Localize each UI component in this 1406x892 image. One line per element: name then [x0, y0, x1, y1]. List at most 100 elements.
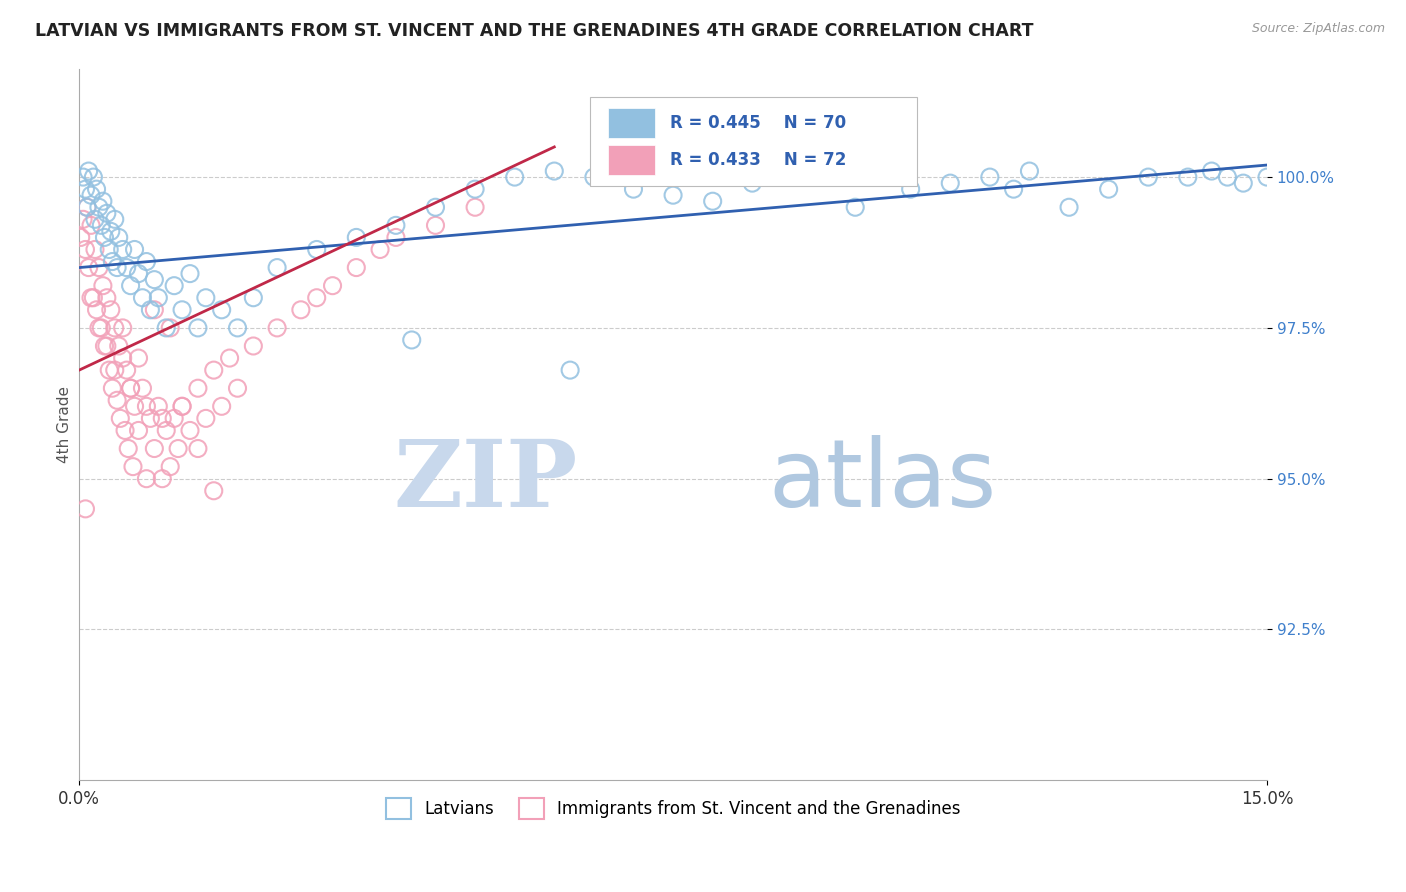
Point	[115, 363, 138, 377]
Point	[124, 243, 146, 257]
Point	[105, 260, 128, 275]
Point	[77, 164, 100, 178]
Point	[503, 170, 526, 185]
Point	[150, 411, 173, 425]
Point	[135, 400, 157, 414]
Point	[91, 278, 114, 293]
Point	[101, 254, 124, 268]
Point	[111, 321, 134, 335]
Point	[105, 393, 128, 408]
Point	[120, 278, 142, 293]
Point	[122, 459, 145, 474]
Point	[558, 363, 581, 377]
Text: R = 0.445    N = 70: R = 0.445 N = 70	[669, 113, 845, 132]
Text: ZIP: ZIP	[394, 436, 578, 526]
Point	[1018, 164, 1040, 178]
Point	[159, 321, 181, 335]
Point	[242, 339, 264, 353]
Point	[543, 164, 565, 178]
Point	[820, 164, 842, 178]
Point	[90, 219, 112, 233]
Point	[1256, 170, 1278, 185]
Point	[98, 363, 121, 377]
Point	[84, 243, 107, 257]
Point	[86, 302, 108, 317]
Point	[305, 243, 328, 257]
Point	[344, 260, 367, 275]
Point	[1057, 200, 1080, 214]
Point	[202, 483, 225, 498]
Point	[266, 260, 288, 275]
Point	[148, 400, 170, 414]
Point	[131, 291, 153, 305]
Point	[111, 351, 134, 365]
Point	[170, 400, 193, 414]
Point	[75, 182, 97, 196]
Point	[170, 302, 193, 317]
Point	[179, 424, 201, 438]
Point	[114, 424, 136, 438]
Point	[76, 200, 98, 214]
Point	[148, 291, 170, 305]
Point	[385, 219, 408, 233]
Point	[135, 254, 157, 268]
Point	[464, 182, 486, 196]
Point	[211, 302, 233, 317]
Point	[1177, 170, 1199, 185]
FancyBboxPatch shape	[607, 145, 655, 176]
Point	[87, 260, 110, 275]
Point	[110, 411, 132, 425]
Point	[104, 212, 127, 227]
Point	[84, 212, 107, 227]
Point	[139, 302, 162, 317]
Point	[170, 400, 193, 414]
Point	[741, 176, 763, 190]
Point	[780, 170, 803, 185]
Point	[1216, 170, 1239, 185]
Text: atlas: atlas	[768, 435, 997, 527]
Point	[844, 200, 866, 214]
Point	[124, 400, 146, 414]
Text: R = 0.433    N = 72: R = 0.433 N = 72	[669, 151, 846, 169]
Point	[87, 200, 110, 214]
Point	[155, 321, 177, 335]
Point	[1232, 176, 1254, 190]
Point	[187, 321, 209, 335]
Point	[211, 400, 233, 414]
Point	[104, 363, 127, 377]
Point	[128, 351, 150, 365]
Point	[80, 291, 103, 305]
Point	[128, 267, 150, 281]
Point	[107, 230, 129, 244]
Point	[226, 321, 249, 335]
Point	[76, 200, 98, 214]
Point	[131, 381, 153, 395]
Point	[72, 170, 94, 185]
Point	[90, 321, 112, 335]
Text: LATVIAN VS IMMIGRANTS FROM ST. VINCENT AND THE GRENADINES 4TH GRADE CORRELATION : LATVIAN VS IMMIGRANTS FROM ST. VINCENT A…	[35, 22, 1033, 40]
Point	[368, 243, 391, 257]
Point	[1201, 164, 1223, 178]
Point	[155, 424, 177, 438]
Point	[143, 272, 166, 286]
Point	[1098, 182, 1121, 196]
Point	[242, 291, 264, 305]
Point	[1137, 170, 1160, 185]
Point	[425, 219, 447, 233]
Point	[98, 243, 121, 257]
Point	[101, 381, 124, 395]
Point	[96, 291, 118, 305]
Point	[1002, 182, 1025, 196]
Point	[86, 182, 108, 196]
Point	[163, 278, 186, 293]
Point	[305, 291, 328, 305]
FancyBboxPatch shape	[607, 109, 655, 138]
Point	[80, 219, 103, 233]
Point	[111, 243, 134, 257]
Point	[107, 339, 129, 353]
Point	[96, 206, 118, 220]
Point	[82, 170, 104, 185]
Point	[344, 230, 367, 244]
Point	[82, 291, 104, 305]
Point	[425, 200, 447, 214]
